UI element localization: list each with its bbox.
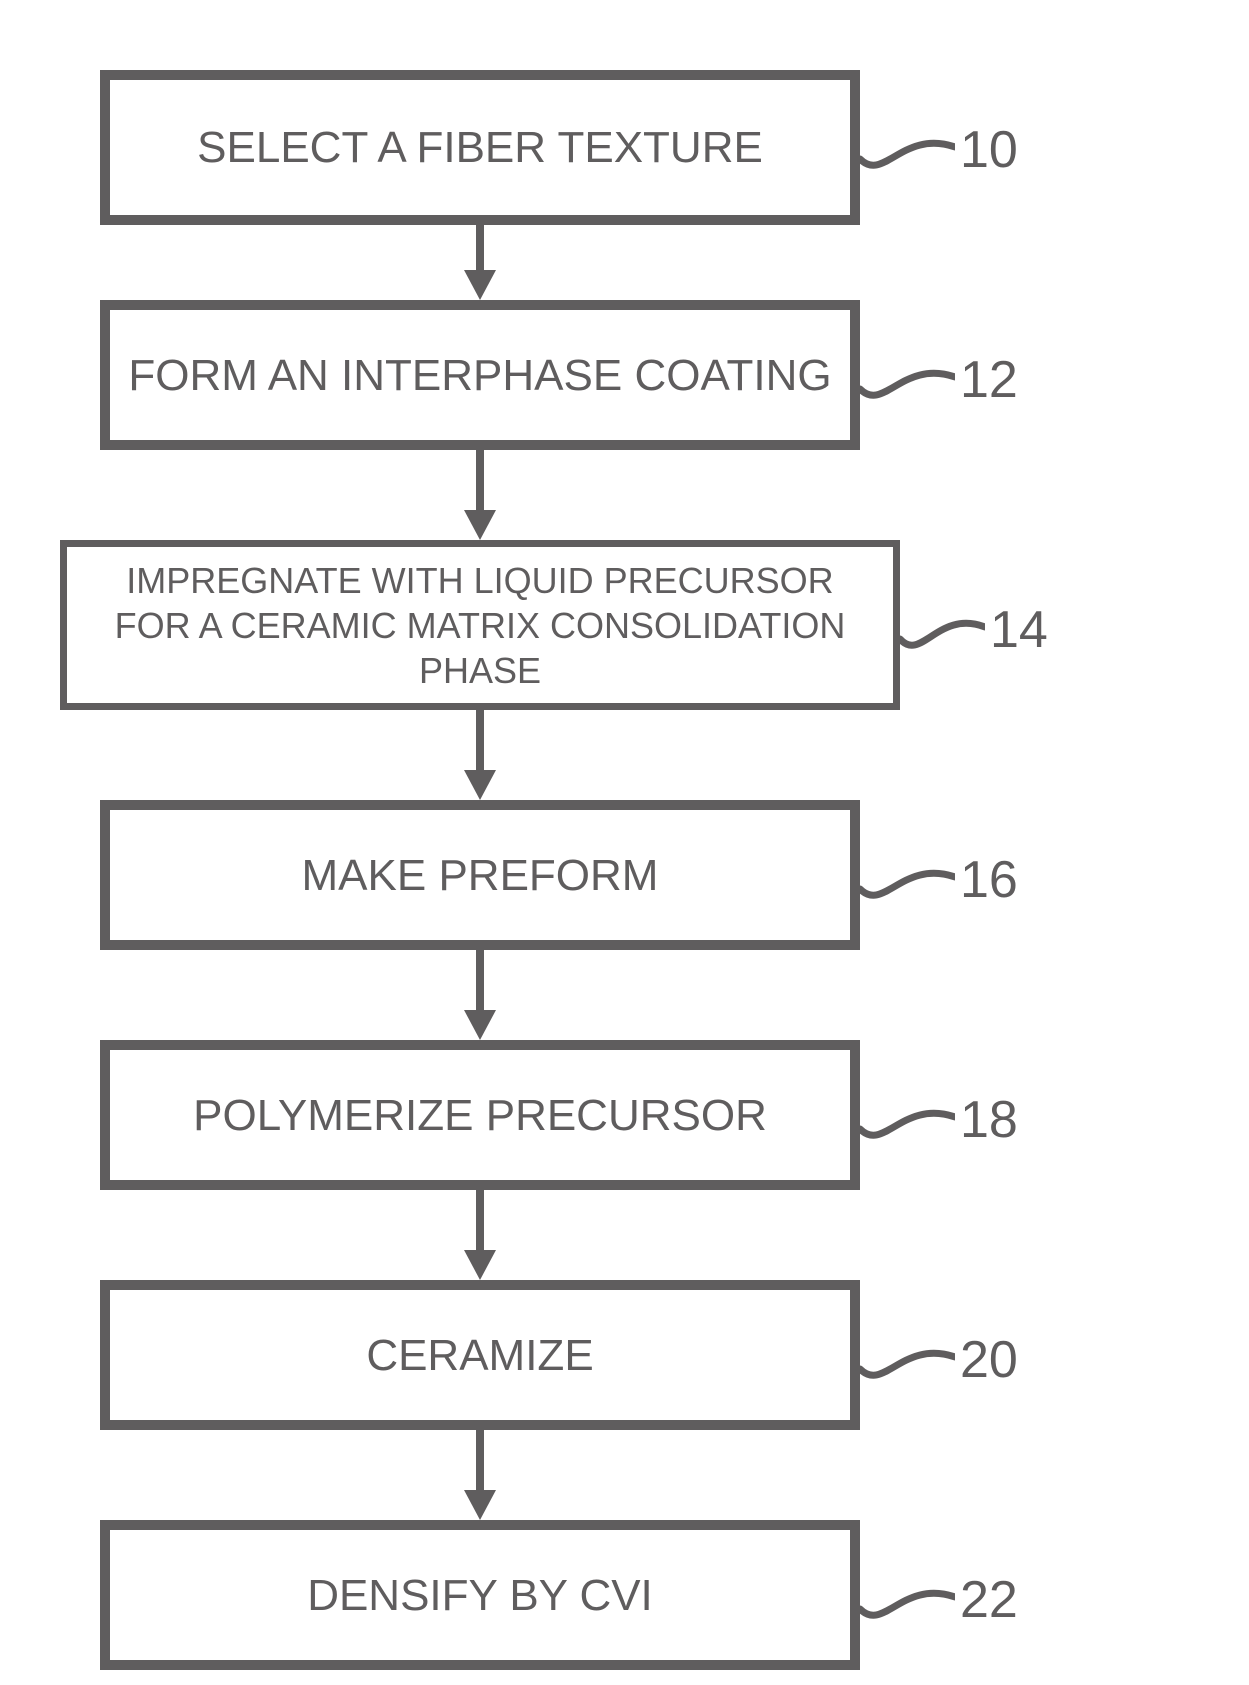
- flowchart-step-label: 18: [960, 1090, 1018, 1150]
- flowchart-arrow-line: [476, 710, 484, 770]
- label-leader-curve: [860, 1336, 955, 1396]
- flowchart-node: IMPREGNATE WITH LIQUID PRECURSOR FOR A C…: [60, 540, 900, 710]
- flowchart-node: FORM AN INTERPHASE COATING: [100, 300, 860, 450]
- flowchart-step-label: 14: [990, 600, 1048, 660]
- flowchart-step-label: 20: [960, 1330, 1018, 1390]
- flowchart-step-label: 22: [960, 1570, 1018, 1630]
- flowchart-arrow-line: [476, 950, 484, 1010]
- flowchart-arrow-head: [464, 1490, 496, 1520]
- label-leader-curve: [860, 126, 955, 186]
- flowchart-arrow-line: [476, 1430, 484, 1490]
- flowchart-arrow-line: [476, 1190, 484, 1250]
- flowchart-arrow-head: [464, 770, 496, 800]
- flowchart-node: MAKE PREFORM: [100, 800, 860, 950]
- label-leader-curve: [860, 856, 955, 916]
- label-leader-curve: [860, 1576, 955, 1636]
- flowchart-arrow-head: [464, 510, 496, 540]
- flowchart-step-label: 10: [960, 120, 1018, 180]
- flowchart-step-label: 16: [960, 850, 1018, 910]
- flowchart-arrow-line: [476, 450, 484, 510]
- flowchart-node: CERAMIZE: [100, 1280, 860, 1430]
- label-leader-curve: [860, 1096, 955, 1156]
- flowchart-node: POLYMERIZE PRECURSOR: [100, 1040, 860, 1190]
- flowchart-node: SELECT A FIBER TEXTURE: [100, 70, 860, 225]
- flowchart-container: SELECT A FIBER TEXTURE FORM AN INTERPHASE…: [0, 0, 1249, 1685]
- flowchart-arrow-line: [476, 225, 484, 270]
- flowchart-arrow-head: [464, 1010, 496, 1040]
- label-leader-curve: [900, 606, 985, 666]
- label-leader-curve: [860, 356, 955, 416]
- flowchart-arrow-head: [464, 1250, 496, 1280]
- flowchart-arrow-head: [464, 270, 496, 300]
- flowchart-node: DENSIFY BY CVI: [100, 1520, 860, 1670]
- flowchart-step-label: 12: [960, 350, 1018, 410]
